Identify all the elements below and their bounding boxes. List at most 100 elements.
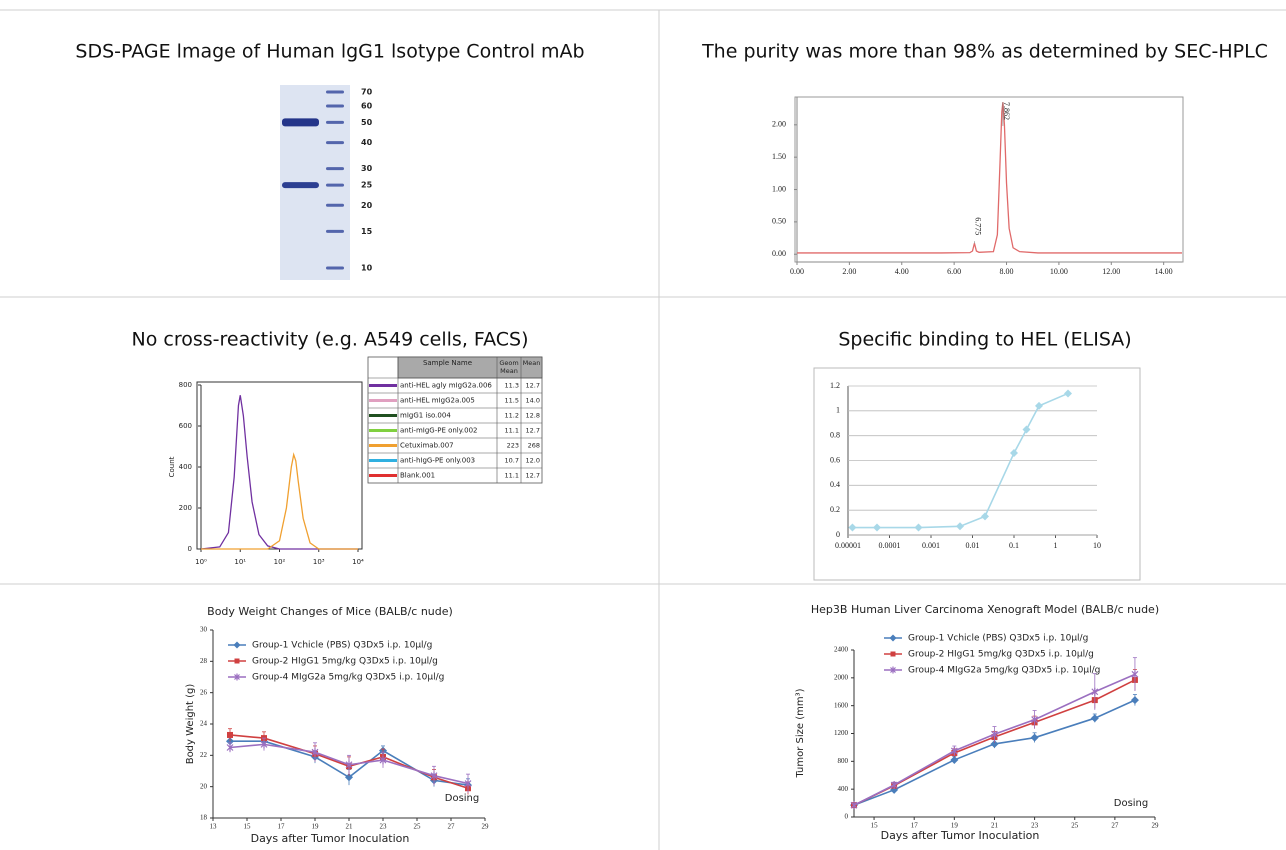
y-tick-label: 800 [838, 757, 849, 765]
x-tick-label: 15 [871, 822, 879, 830]
plot-frame [813, 367, 1141, 581]
legend-marker [234, 673, 240, 681]
marker [1091, 687, 1099, 696]
y-tick-label: 0 [188, 545, 192, 553]
marker [1034, 401, 1043, 410]
legend-label: Group-4 MIgG2a 5mg/kg Q3Dx5 i.p. 10μl/g [252, 673, 444, 683]
y-tick-label: 0.8 [830, 430, 840, 439]
peak-label: 7.862 [1002, 102, 1011, 120]
y-tick-label: 400 [179, 463, 192, 471]
x-tick-label: 21 [346, 823, 354, 831]
marker [890, 780, 898, 789]
legend-label: Group-2 HIgG1 5mg/kg Q3Dx5 i.p. 10μl/g [908, 650, 1094, 660]
y-tick-label: 0.2 [830, 505, 840, 514]
y-tick-label: 600 [179, 422, 192, 430]
chart-title: Body Weight Changes of Mice (BALB/c nude… [207, 605, 453, 618]
marker [980, 512, 989, 521]
legend-marker [233, 641, 241, 649]
x-tick-label: 1 [1054, 541, 1058, 550]
marker [1131, 670, 1139, 679]
marker-band [326, 104, 344, 108]
table-cell: 12.7 [526, 382, 540, 390]
y-tick-label: 800 [179, 381, 192, 389]
x-tick-label: 15 [244, 823, 252, 831]
x-tick-label: 27 [448, 823, 456, 831]
table-cell: 11.1 [505, 472, 519, 480]
marker-label: 15 [361, 227, 373, 236]
marker-band [326, 183, 344, 187]
marker [1022, 425, 1031, 434]
panel-title: Specific binding to HEL (ELISA) [838, 329, 1131, 351]
data-line [201, 452, 358, 550]
legend-label: Group-2 HIgG1 5mg/kg Q3Dx5 i.p. 10μl/g [252, 657, 438, 667]
table-cell: anti-HEL agly mIgG2a.006 [400, 382, 492, 390]
x-tick-label: 0.001 [922, 541, 940, 550]
y-tick-label: 0.00 [772, 249, 786, 258]
x-tick-label: 13 [210, 823, 218, 831]
marker [260, 740, 268, 749]
data-line [797, 102, 1182, 254]
table-cell: mIgG1 iso.004 [400, 412, 451, 420]
y-axis-title: Body Weight (g) [185, 684, 196, 765]
legend-marker [889, 634, 897, 642]
row-color-swatch [369, 444, 397, 447]
x-tick-label: 10³ [313, 558, 325, 566]
marker [950, 755, 959, 764]
marker-band [326, 141, 344, 145]
table-cell: Cetuximab.007 [400, 442, 454, 450]
marker [1063, 389, 1072, 398]
marker-label: 60 [361, 101, 373, 110]
x-tick-label: 4.00 [895, 267, 909, 276]
marker [991, 730, 998, 739]
legend-label: Group-1 Vchicle (PBS) Q3Dx5 i.p. 10μl/g [908, 634, 1088, 644]
table-cell: 12.0 [526, 457, 540, 465]
y-tick-label: 0 [836, 530, 840, 539]
table-cell: 11.3 [505, 382, 519, 390]
x-tick-label: 6.00 [947, 267, 961, 276]
legend-label: Group-1 Vchicle (PBS) Q3Dx5 i.p. 10μl/g [252, 641, 432, 651]
marker [379, 756, 387, 765]
plot-frame [196, 381, 363, 550]
x-tick-label: 29 [1152, 822, 1160, 830]
marker-label: 70 [361, 88, 373, 97]
x-tick-label: 2.00 [842, 267, 856, 276]
marker [1010, 449, 1018, 458]
y-tick-label: 26 [200, 688, 208, 696]
light-chain-band [282, 182, 319, 189]
legend-marker [890, 651, 896, 657]
x-tick-label: 10¹ [234, 558, 246, 566]
panel-title: SDS-PAGE lmage of Human lgG1 lsotype Con… [75, 41, 584, 63]
x-tick-label: 23 [1031, 822, 1039, 830]
marker-label: 40 [361, 138, 373, 147]
x-axis-title: Days after Tumor Inoculation [881, 829, 1040, 842]
x-tick-label: 0.01 [966, 541, 980, 550]
table-cell: 11.5 [505, 397, 519, 405]
table-cell: 12.7 [526, 472, 540, 480]
y-tick-label: 2.00 [772, 120, 786, 129]
table-header: Mean [523, 359, 541, 367]
x-tick-label: 25 [1071, 822, 1079, 830]
y-tick-label: 2000 [834, 673, 849, 681]
row-color-swatch [369, 414, 397, 417]
marker [956, 522, 965, 531]
y-tick-label: 0.6 [830, 455, 840, 464]
y-tick-label: 28 [200, 657, 208, 665]
marker-band [326, 120, 344, 124]
x-tick-label: 23 [380, 823, 388, 831]
y-tick-label: 18 [200, 814, 208, 822]
x-tick-label: 0.0001 [879, 541, 901, 550]
y-tick-label: 2400 [834, 646, 849, 654]
y-tick-label: 22 [200, 751, 208, 759]
plot-frame [794, 96, 1184, 263]
y-axis-title: Tumor Size (mm³) [795, 688, 806, 778]
table-header: Geom Mean [499, 359, 518, 375]
x-tick-label: 8.00 [1000, 267, 1014, 276]
marker [1090, 714, 1099, 723]
x-tick-label: 19 [312, 823, 320, 831]
x-tick-label: 10⁴ [352, 558, 364, 566]
y-tick-label: 1.50 [772, 152, 786, 161]
y-tick-label: 200 [179, 504, 192, 512]
y-tick-label: 0.4 [830, 480, 840, 489]
marker [850, 801, 858, 810]
